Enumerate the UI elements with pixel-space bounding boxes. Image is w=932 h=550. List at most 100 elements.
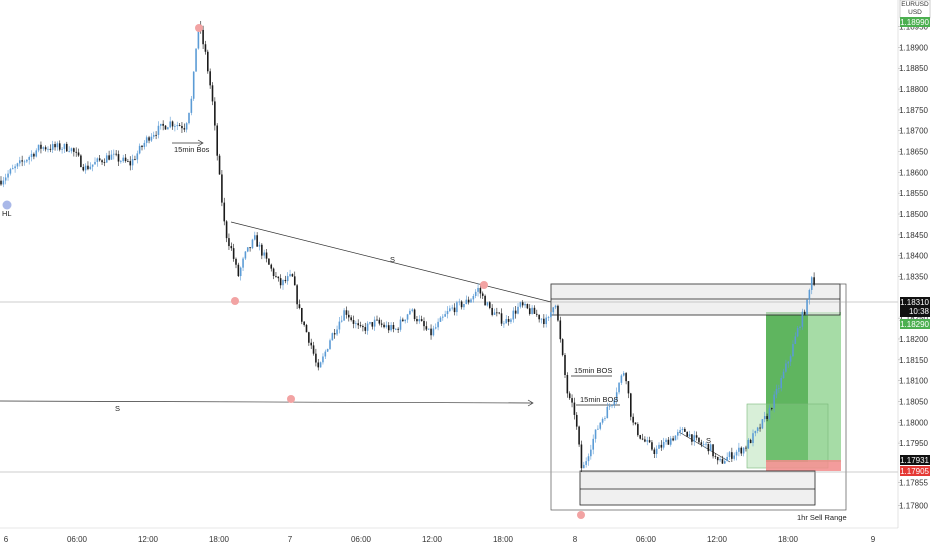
sell-range-top-box[interactable] — [550, 283, 841, 316]
level-s-left — [0, 400, 533, 404]
candle-body — [395, 328, 397, 330]
candle-body — [627, 381, 630, 394]
candle-body — [439, 317, 442, 322]
time-tick-label: 6 — [4, 535, 9, 544]
price-tick-label: 1.18100 — [899, 377, 928, 386]
candle-body — [230, 246, 233, 249]
candle-body — [754, 430, 757, 434]
candle-body — [120, 161, 122, 162]
candle-body — [228, 238, 230, 247]
candle-body — [486, 302, 489, 306]
stop-zone[interactable] — [766, 460, 841, 471]
candle-body — [698, 437, 700, 443]
badge-countdown-text: 10:38 — [909, 307, 930, 316]
time-axis[interactable]: 6 06:00 12:00 18:00 7 06:00 12:00 18:00 8 06:00 12… — [4, 535, 876, 544]
candle-body — [766, 416, 768, 419]
candle-body — [23, 161, 26, 163]
candle-body — [453, 307, 456, 313]
candle-body — [728, 452, 731, 457]
candle-body — [500, 313, 503, 324]
candle-body — [634, 422, 637, 425]
candle-body — [467, 299, 470, 303]
candle-body — [404, 319, 406, 322]
candle-body — [145, 137, 148, 143]
candle-body — [164, 125, 167, 130]
candle-body — [679, 430, 681, 433]
candle-body — [573, 402, 576, 415]
badge-top-green-text: 1.18990 — [900, 18, 929, 27]
target-zone-main[interactable] — [766, 312, 808, 462]
candle-body — [378, 319, 381, 324]
candle-body — [658, 444, 660, 449]
price-axis[interactable]: 1.18950 1.18900 1.18850 1.18800 1.18750 1.187… — [898, 23, 929, 511]
candle-body — [651, 442, 653, 450]
candle-body — [423, 321, 425, 327]
candle-body — [322, 356, 324, 363]
candle-body — [646, 440, 649, 442]
candle-body — [286, 276, 289, 282]
time-tick-label: 8 — [573, 535, 578, 544]
candle-body — [514, 310, 517, 314]
candle-body — [251, 239, 254, 249]
candle-body — [489, 302, 491, 308]
candle-body — [176, 125, 179, 127]
candle-body — [129, 161, 132, 166]
candle-body — [272, 268, 275, 276]
candle-body — [716, 456, 719, 461]
candle-body — [103, 162, 106, 164]
candle-body — [58, 143, 61, 150]
candle-body — [160, 123, 162, 126]
candle-body — [376, 319, 378, 321]
candle-body — [399, 319, 402, 330]
candle-body — [681, 428, 684, 431]
sell-range-outline[interactable] — [550, 283, 847, 511]
candle-body — [169, 121, 171, 128]
candle-body — [543, 318, 545, 325]
candle-body — [745, 447, 747, 449]
candle-body — [141, 145, 143, 148]
price-tick-label: 1.18450 — [899, 231, 928, 240]
time-tick-label: 12:00 — [422, 535, 443, 544]
candle-body — [33, 153, 35, 157]
trendline-s-right[interactable] — [678, 431, 731, 463]
candle-body — [747, 439, 750, 449]
candle-body — [54, 144, 56, 148]
candle-body — [232, 248, 235, 259]
candle-body — [223, 202, 226, 222]
candle-body — [662, 442, 665, 448]
badge-current — [900, 297, 930, 317]
candle-body — [127, 161, 129, 162]
candle-body — [533, 307, 536, 314]
candle-body — [552, 307, 555, 313]
demand-box-bottom[interactable] — [579, 470, 816, 506]
bos-15min-b-label: 15min BOS — [580, 395, 618, 404]
candle-body — [700, 442, 703, 445]
candle-body — [355, 323, 357, 325]
target-zone-extended[interactable] — [808, 312, 841, 462]
secondary-zone[interactable] — [746, 403, 829, 469]
candle-body — [246, 247, 249, 252]
candle-body — [16, 163, 19, 167]
candle-body — [733, 455, 735, 459]
candle-body — [738, 447, 740, 452]
badge-dark — [900, 455, 930, 465]
candle-body — [580, 444, 583, 469]
candle-body — [333, 333, 336, 335]
candle-body — [712, 444, 714, 457]
candle-body — [89, 166, 92, 170]
time-tick-label: 12:00 — [707, 535, 728, 544]
pivot-low-marker-3 — [577, 511, 585, 519]
candle-body — [449, 308, 451, 312]
badge-green-text: 1.18290 — [900, 320, 929, 329]
candle-body — [117, 154, 120, 162]
candle-body — [305, 324, 308, 333]
candle-body — [566, 374, 569, 394]
candle-body — [528, 308, 531, 314]
candle-body — [416, 319, 418, 322]
candle-body — [155, 134, 157, 136]
candle-body — [326, 348, 329, 352]
trendline-s[interactable] — [230, 221, 552, 303]
candle-body — [66, 143, 68, 152]
candle-body — [585, 461, 587, 465]
